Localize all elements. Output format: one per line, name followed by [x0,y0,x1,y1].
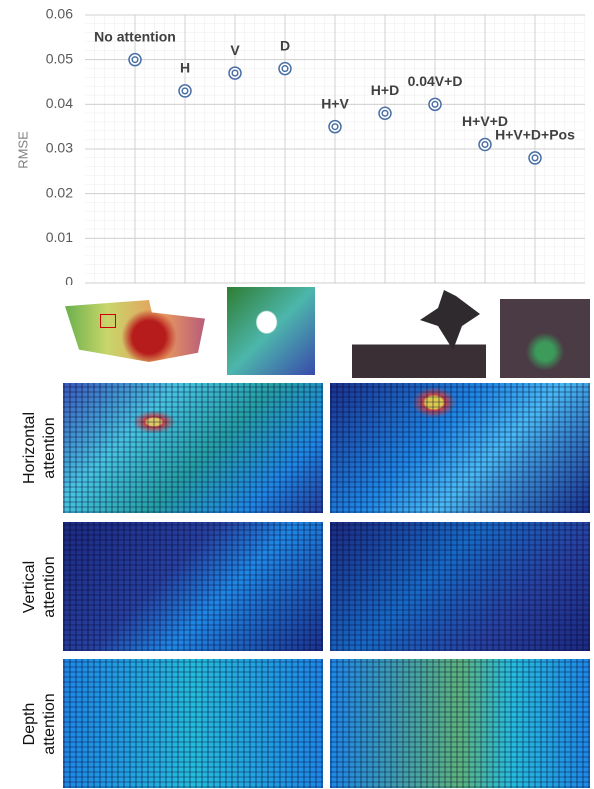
point [279,63,291,75]
y-tick-label: 0.03 [46,140,73,156]
attention-texture [63,383,323,513]
closeup-image [227,287,315,375]
point [529,152,541,164]
attention-texture [63,659,323,788]
attention-texture [330,659,590,788]
attention-map [330,383,590,513]
point-outer [179,85,191,97]
row-label-line: attention [40,659,60,789]
point-outer [229,67,241,79]
attention-texture [63,522,323,651]
silhouette-image [352,290,486,378]
page: RMSE 0 0.01 0.02 0.03 0.04 0.05 0.06 No attenti… [0,0,594,789]
point [379,107,391,119]
y-tick-label: 0.01 [46,229,73,245]
row-label-line: attention [40,383,60,513]
point-outer [479,139,491,151]
y-tick-label: 0.04 [46,95,73,111]
point-label: H+D [371,82,399,98]
point-outer [429,98,441,110]
y-tick-label: 0 [65,274,73,285]
point-outer [279,63,291,75]
chart: RMSE 0 0.01 0.02 0.03 0.04 0.05 0.06 No attenti… [0,0,594,285]
y-tick-label: 0.06 [46,6,73,22]
row-label-line: attention [40,522,60,652]
row-label-line: Depth [20,659,40,789]
point-label: No attention [94,28,176,44]
point-outer [129,54,141,66]
point [229,67,241,79]
point [129,54,141,66]
point-label: 0.04V+D [408,73,463,89]
y-tick-label: 0.05 [46,50,73,66]
attention-texture [330,522,590,651]
point-label: V [230,42,240,58]
point-outer [379,107,391,119]
attention-map [63,522,323,651]
attention-map [63,383,323,513]
terrain-image [65,300,205,362]
point-outer [529,152,541,164]
attention-map [330,659,590,788]
point [179,85,191,97]
point-label: H+V+D+Pos [495,127,575,143]
point-label: D [280,37,290,53]
highlight-box [100,314,116,328]
point-outer [329,121,341,133]
attention-map [330,522,590,651]
y-axis-label: RMSE [15,131,30,169]
point [329,121,341,133]
row-label-line: Horizontal [20,383,40,513]
point [429,98,441,110]
point-label: H+V [321,95,349,111]
y-tick-label: 0.02 [46,184,73,200]
attention-map [63,659,323,788]
closeup-image-2 [500,290,590,378]
point-label: H [180,60,190,76]
attention-texture [330,383,590,513]
point [479,139,491,151]
row-label-line: Vertical [20,522,40,652]
